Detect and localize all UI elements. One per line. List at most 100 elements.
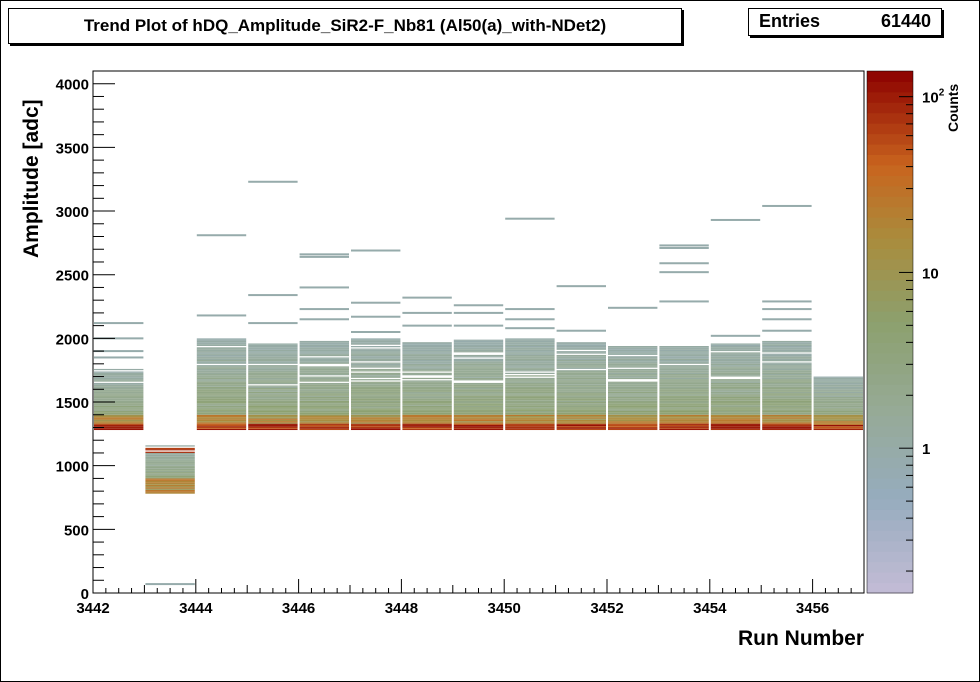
heatmap-bin (248, 408, 298, 410)
heatmap-bin (710, 419, 761, 422)
heatmap-bin (453, 367, 504, 369)
heatmap-bin-outlier (762, 300, 812, 303)
heatmap-bin (351, 388, 401, 390)
heatmap-bin (762, 419, 812, 422)
heatmap-bin (813, 410, 863, 413)
run-bin-column-3454 (710, 218, 761, 431)
heatmap-bin (453, 361, 504, 363)
heatmap-bin (196, 421, 247, 423)
heatmap-bin (145, 469, 195, 471)
run-bin-column-3449 (453, 304, 504, 431)
heatmap-bin (762, 353, 812, 355)
heatmap-bin (248, 362, 298, 364)
heatmap-bin-outlier (505, 327, 555, 330)
heatmap-bin (196, 365, 247, 367)
palette-swatch (867, 363, 913, 375)
palette-swatch (867, 269, 913, 281)
heatmap-bin (659, 362, 709, 364)
heatmap-bin (299, 360, 349, 362)
heatmap-bin (196, 394, 247, 396)
heatmap-bin (248, 371, 298, 373)
heatmap-bin (299, 421, 349, 423)
heatmap-bin (659, 389, 709, 391)
heatmap-bin (556, 367, 606, 369)
heatmap-bin (402, 382, 452, 385)
heatmap-bin (402, 374, 452, 376)
heatmap-bin (608, 422, 658, 424)
heatmap-bin (299, 419, 349, 422)
heatmap-bin (608, 347, 658, 349)
heatmap-bin (145, 484, 195, 487)
heatmap-bin (299, 390, 349, 392)
heatmap-bin (505, 367, 555, 369)
heatmap-bin (608, 371, 658, 373)
heatmap-bin (248, 428, 298, 431)
heatmap-bin (402, 343, 452, 345)
heatmap-bin (505, 409, 555, 411)
heatmap-bin (196, 384, 247, 386)
heatmap-bin (659, 385, 709, 387)
heatmap-bin-outlier (659, 244, 709, 247)
heatmap-bin (248, 375, 298, 377)
heatmap-bin (299, 407, 349, 409)
heatmap-bin (762, 360, 812, 362)
heatmap-bin (813, 393, 863, 395)
heatmap-bin (556, 395, 606, 397)
heatmap-bin (402, 367, 452, 369)
heatmap-bin (762, 370, 812, 372)
heatmap-bin (453, 344, 504, 347)
heatmap-bin (145, 472, 195, 474)
heatmap-bin (94, 390, 144, 392)
heatmap-bin (402, 342, 452, 344)
heatmap-bin-outlier (402, 296, 452, 299)
heatmap-bin (710, 414, 761, 417)
heatmap-bin (351, 422, 401, 424)
palette-swatch (867, 81, 913, 93)
heatmap-bin-outlier (762, 318, 812, 321)
heatmap-bin (556, 380, 606, 382)
heatmap-bin (505, 419, 555, 422)
palette-swatch (867, 352, 913, 364)
heatmap-bin-outlier (556, 285, 606, 288)
heatmap-bin (813, 409, 863, 411)
heatmap-bin (351, 351, 401, 353)
heatmap-bin (145, 474, 195, 476)
heatmap-bin (248, 385, 298, 387)
heatmap-bin (659, 422, 709, 424)
heatmap-bin (196, 385, 247, 387)
heatmap-bin (556, 357, 606, 359)
heatmap-bin (196, 368, 247, 371)
heatmap-bin (659, 374, 709, 376)
palette-swatch (867, 499, 913, 510)
y-tick-label: 3000 (56, 204, 89, 221)
heatmap-bin (762, 385, 812, 387)
heatmap-bin (710, 423, 761, 425)
heatmap-bin (659, 366, 709, 368)
heatmap-bin (710, 382, 761, 385)
palette-swatch (867, 164, 913, 176)
palette-swatch (867, 572, 913, 584)
heatmap-bin (813, 413, 863, 415)
heatmap-bin (453, 349, 504, 352)
heatmap-bin (196, 427, 247, 429)
heatmap-bin-outlier (402, 324, 452, 327)
chart-title: Trend Plot of hDQ_Amplitude_SiR2-F_Nb81 … (8, 8, 682, 44)
heatmap-bin (299, 403, 349, 405)
heatmap-bin (453, 343, 504, 345)
heatmap-bin (453, 423, 504, 425)
heatmap-bin (556, 418, 606, 420)
heatmap-bin (505, 412, 555, 414)
heatmap-bin (299, 368, 349, 371)
heatmap-bin (453, 340, 504, 343)
heatmap-bin (813, 395, 863, 397)
heatmap-bin (402, 408, 452, 410)
heatmap-bin (710, 407, 761, 409)
heatmap-bin (402, 413, 452, 415)
heatmap-bin (248, 353, 298, 355)
heatmap-bin (608, 382, 658, 385)
heatmap-bin (299, 370, 349, 372)
heatmap-bin (351, 357, 401, 359)
heatmap-bin (659, 370, 709, 372)
heatmap-bin (299, 347, 349, 349)
heatmap-bin (248, 398, 298, 400)
